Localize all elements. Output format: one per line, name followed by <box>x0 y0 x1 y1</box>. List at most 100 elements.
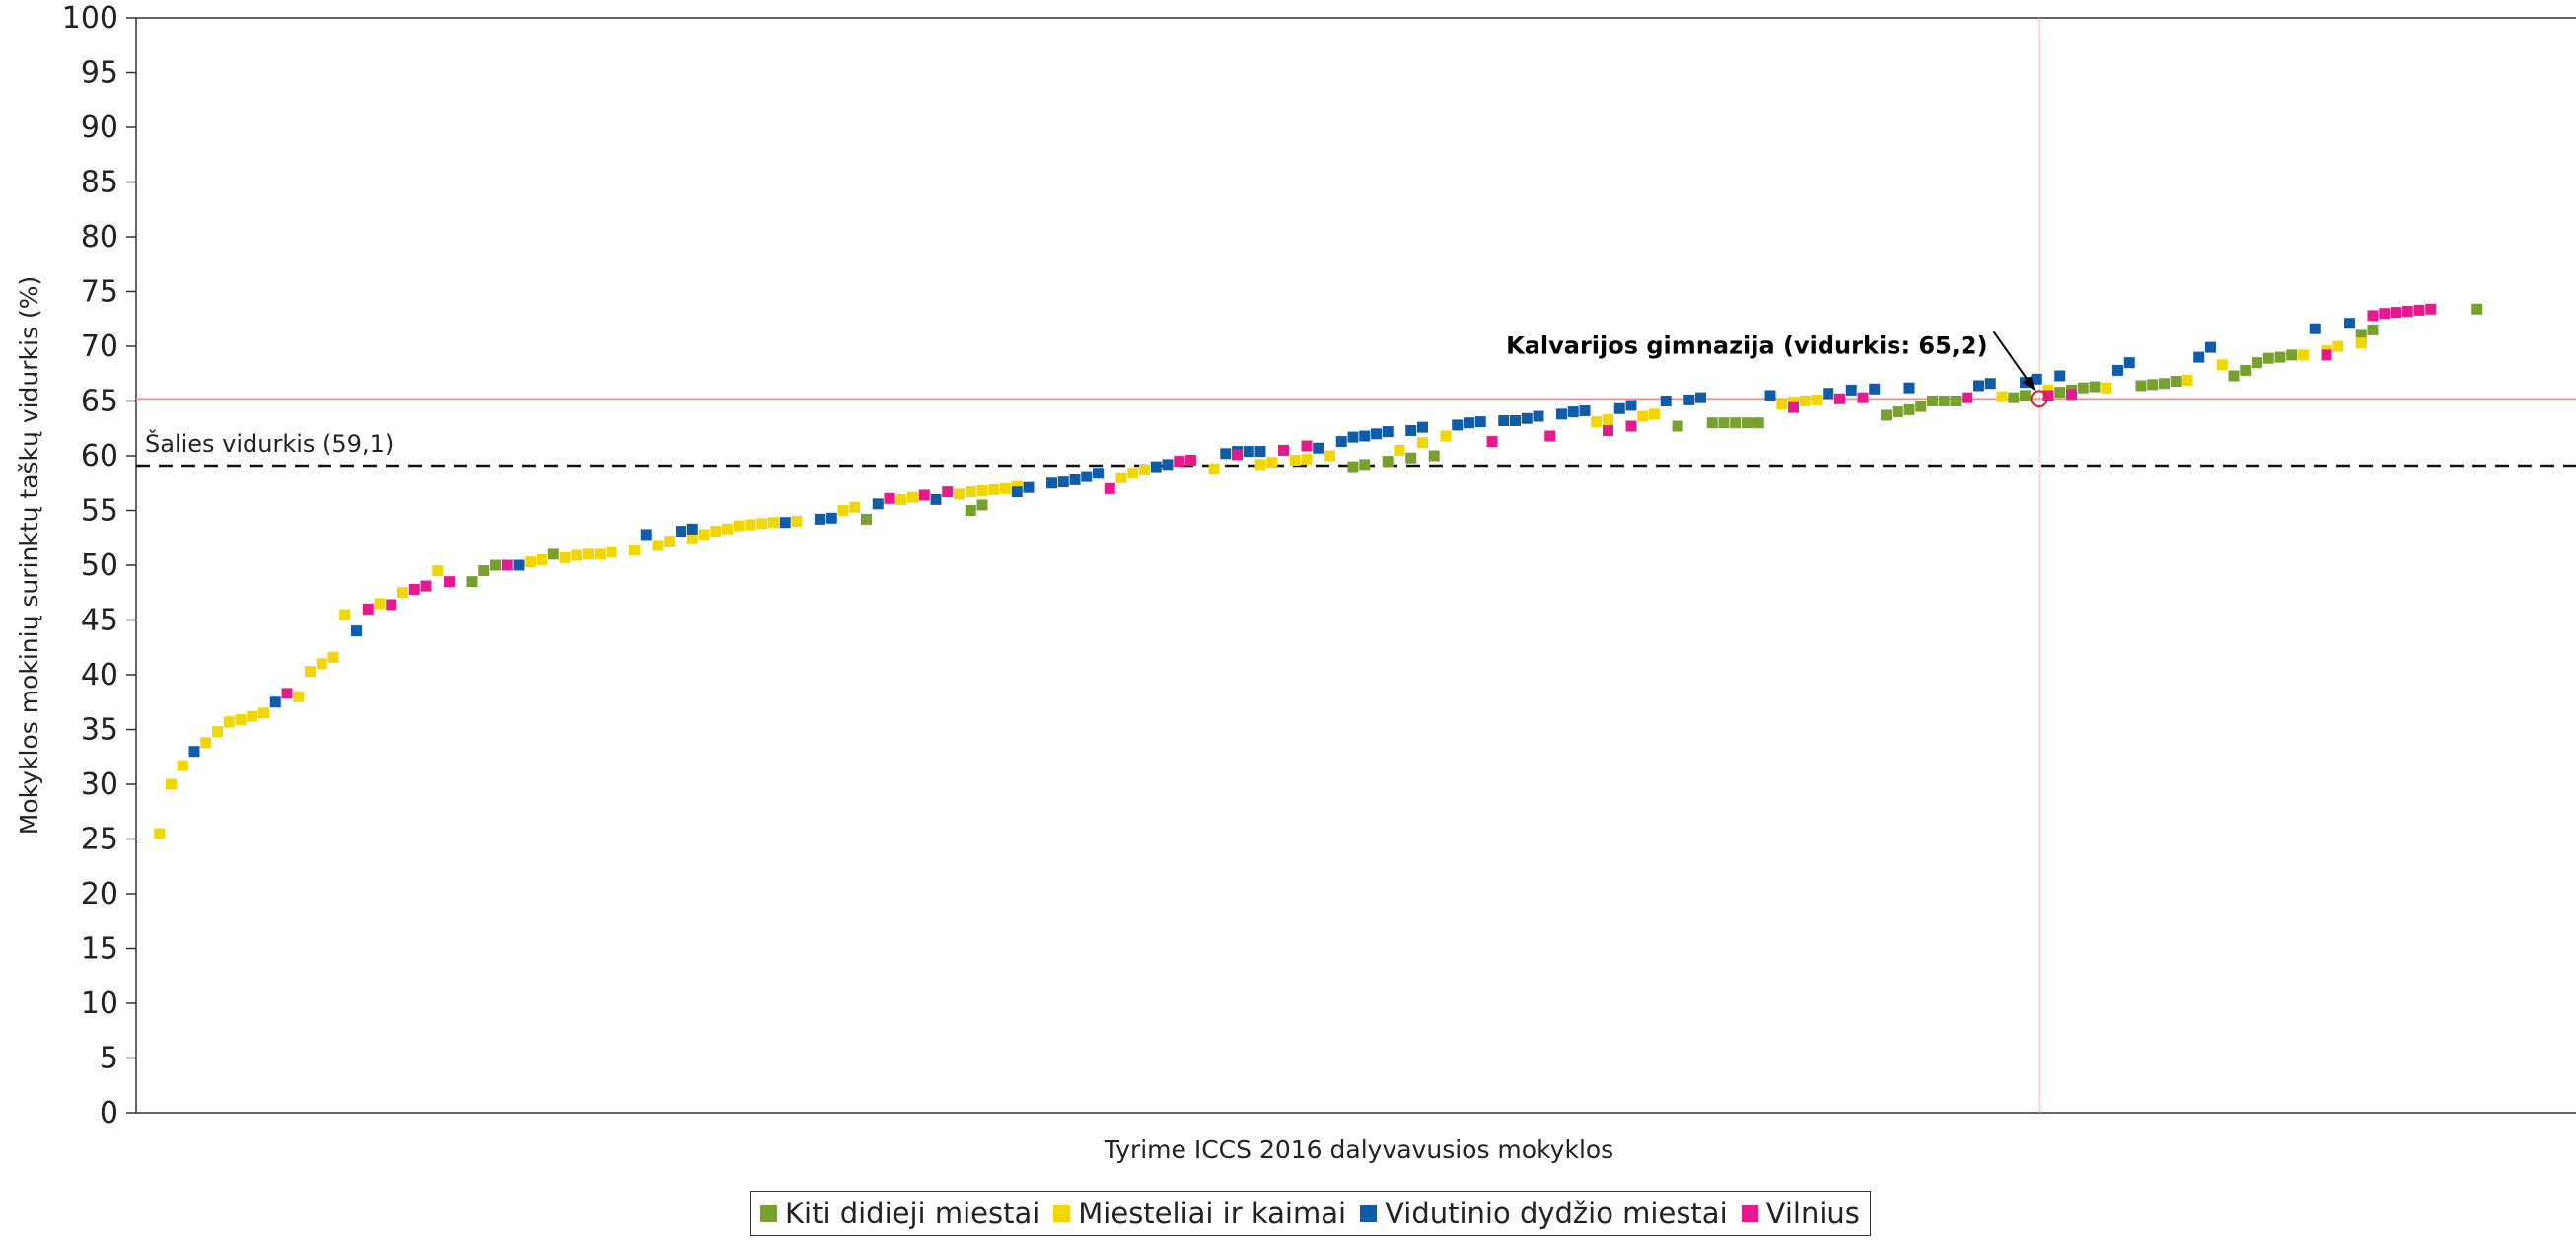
legend-item: Kiti didieji miestai <box>760 1197 1039 1230</box>
data-point <box>976 499 988 511</box>
data-point <box>397 587 408 599</box>
data-point <box>1834 393 1845 404</box>
data-point <box>1776 399 1788 410</box>
data-point <box>1464 417 1474 429</box>
y-tick-label: 15 <box>81 932 118 967</box>
data-point <box>1579 404 1591 416</box>
data-point <box>1753 417 1764 429</box>
data-point <box>1127 468 1139 479</box>
data-point <box>374 598 386 610</box>
data-point <box>327 651 339 663</box>
data-point <box>2135 380 2147 392</box>
data-point <box>1695 392 1706 403</box>
data-point <box>1289 454 1301 466</box>
y-tick-label: 70 <box>81 329 118 364</box>
data-point <box>664 536 676 547</box>
data-point <box>1649 408 1660 420</box>
data-point <box>200 737 212 749</box>
data-point <box>1011 480 1023 492</box>
data-point <box>1672 420 1683 432</box>
data-point <box>745 519 756 531</box>
data-point <box>756 518 768 530</box>
data-point <box>1927 396 1938 406</box>
data-point <box>2182 374 2193 386</box>
y-axis-label: Mokyklos mokinių surinktų taškų vidurkis… <box>15 276 43 835</box>
y-tick-label: 10 <box>81 986 118 1021</box>
data-point <box>2274 351 2286 363</box>
data-point <box>1440 430 1452 442</box>
data-point <box>1394 444 1405 456</box>
x-axis-label: Tyrime ICCS 2016 dalyvavusios mokyklos <box>1104 1135 1613 1164</box>
data-point <box>1660 396 1672 406</box>
y-tick-label: 80 <box>81 220 118 255</box>
data-point <box>269 696 281 708</box>
data-point <box>2367 310 2379 322</box>
data-point <box>1104 482 1115 494</box>
data-point <box>1869 383 1881 395</box>
highlight-label: Kalvarijos gimnazija (vidurkis: 65,2) <box>1506 331 1988 359</box>
data-point <box>1000 482 1011 494</box>
data-point <box>408 583 420 595</box>
data-point <box>258 707 269 719</box>
data-point <box>965 486 976 498</box>
legend-swatch <box>760 1204 777 1222</box>
data-point <box>305 666 316 678</box>
legend-label: Vilnius <box>1765 1197 1860 1230</box>
data-point <box>2321 349 2332 361</box>
data-point <box>872 498 884 510</box>
data-point <box>930 493 942 505</box>
data-point <box>1301 440 1313 452</box>
data-point <box>537 553 547 565</box>
data-point <box>247 710 258 722</box>
y-tick-label: 55 <box>81 494 118 529</box>
y-tick-label: 60 <box>81 439 118 474</box>
data-point <box>1521 412 1533 424</box>
data-point <box>1486 436 1498 448</box>
data-point <box>1823 388 1834 400</box>
data-point <box>1730 417 1742 429</box>
data-point <box>2054 387 2066 399</box>
data-point <box>1915 401 1927 412</box>
data-point <box>1603 413 1613 425</box>
data-point <box>1115 472 1127 483</box>
data-point <box>2425 303 2437 315</box>
data-point <box>640 529 652 541</box>
data-point <box>154 828 166 839</box>
data-point <box>1788 397 1799 408</box>
data-point <box>1544 430 1556 442</box>
data-point <box>1093 468 1104 479</box>
data-point <box>815 513 825 525</box>
data-point <box>362 603 374 615</box>
data-point <box>1174 456 1185 468</box>
data-point <box>235 714 247 726</box>
data-point <box>2159 378 2170 390</box>
data-point <box>1417 437 1428 449</box>
data-point <box>1498 414 1510 426</box>
data-point <box>698 529 710 541</box>
data-point <box>281 688 293 699</box>
data-point <box>1764 390 1776 401</box>
data-point <box>2355 329 2367 341</box>
data-point <box>837 505 849 516</box>
data-point <box>594 548 606 560</box>
data-point <box>1057 476 1069 488</box>
arrow-head-icon <box>2022 376 2036 392</box>
data-point <box>1962 392 1973 403</box>
legend: Kiti didieji miestai Miesteliai ir kaimai… <box>750 1191 1871 1236</box>
y-tick-label: 75 <box>81 275 118 310</box>
data-point <box>2413 304 2425 316</box>
data-point <box>1254 446 1266 458</box>
data-point <box>1139 464 1150 475</box>
y-tick-label: 25 <box>81 823 118 857</box>
data-point <box>1683 394 1695 405</box>
data-point <box>1996 391 2008 402</box>
data-point <box>1452 419 1464 431</box>
y-tick-label: 50 <box>81 548 118 583</box>
data-point <box>1023 481 1035 493</box>
data-point <box>2367 324 2379 335</box>
data-point <box>652 540 664 551</box>
data-point <box>1185 454 1196 466</box>
legend-item: Vilnius <box>1741 1197 1860 1230</box>
data-point <box>1162 459 1174 471</box>
highlight-marker <box>2030 390 2048 408</box>
